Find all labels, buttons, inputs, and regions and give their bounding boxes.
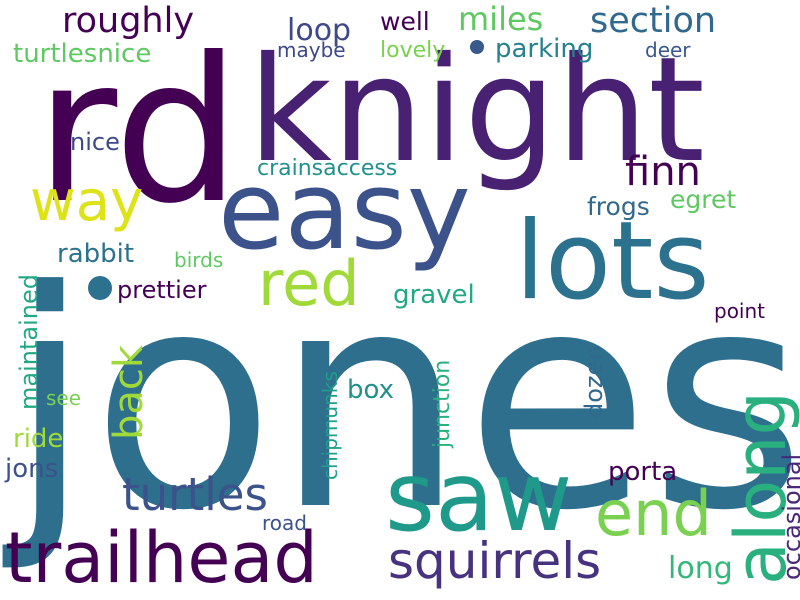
cloud-word-turtles: turtles <box>122 468 268 521</box>
cloud-word-prettier: prettier <box>117 276 207 304</box>
cloud-word-chipmunks: chipmunks <box>318 371 342 480</box>
cloud-word-trailhead: trailhead <box>5 517 318 599</box>
cloud-dots <box>88 40 484 300</box>
cloud-word-occasional: occasional <box>778 454 800 580</box>
cloud-dot <box>470 40 484 54</box>
cloud-word-maintained: maintained <box>15 274 43 410</box>
cloud-word-roughly: roughly <box>62 1 194 41</box>
cloud-word-maybe: maybe <box>277 38 346 62</box>
cloud-word-way: way <box>30 169 143 234</box>
cloud-word-deer: deer <box>645 38 691 62</box>
cloud-word-birds: birds <box>174 248 223 272</box>
cloud-word-lots: lots <box>515 199 710 324</box>
cloud-dot <box>88 276 112 300</box>
cloud-word-gravel: gravel <box>393 280 475 310</box>
cloud-word-section: section <box>590 1 716 41</box>
cloud-word-well: well <box>380 7 430 36</box>
cloud-word-rd: rd <box>35 15 241 248</box>
cloud-word-easy: easy <box>218 149 471 274</box>
cloud-word-crainsaccess: crainsaccess <box>257 156 397 181</box>
cloud-word-frogs: frogs <box>587 192 650 221</box>
cloud-word-dozen: dozen <box>580 346 608 419</box>
cloud-word-nice: nice <box>70 128 120 156</box>
cloud-word-squirrels: squirrels <box>388 532 601 590</box>
cloud-word-parking: parking <box>495 34 593 64</box>
cloud-word-lovely: lovely <box>380 38 445 63</box>
cloud-word-long: long <box>668 551 733 586</box>
cloud-word-finn: finn <box>625 149 701 195</box>
cloud-word-jones: jones <box>0 227 800 576</box>
cloud-word-loop: loop <box>287 13 351 48</box>
cloud-word-rabbit: rabbit <box>57 239 134 269</box>
cloud-word-road: road <box>262 511 307 535</box>
cloud-word-turtlesnice: turtlesnice <box>13 39 151 69</box>
cloud-word-saw: saw <box>385 441 572 553</box>
cloud-word-see: see <box>46 386 81 410</box>
cloud-word-end: end <box>595 477 712 550</box>
cloud-word-box: box <box>347 375 394 405</box>
cloud-word-egret: egret <box>670 185 736 214</box>
cloud-word-red: red <box>258 247 360 320</box>
cloud-word-miles: miles <box>458 0 543 38</box>
cloud-word-along: along <box>720 391 800 585</box>
cloud-word-ride: ride <box>13 424 63 454</box>
cloud-word-knight: knight <box>248 26 705 195</box>
cloud-word-point: point <box>714 299 765 323</box>
cloud-word-junction: junction <box>430 360 455 449</box>
cloud-word-jons: jons <box>4 454 58 484</box>
cloud-word-porta: porta <box>608 457 677 487</box>
cloud-word-back: back <box>106 344 152 440</box>
